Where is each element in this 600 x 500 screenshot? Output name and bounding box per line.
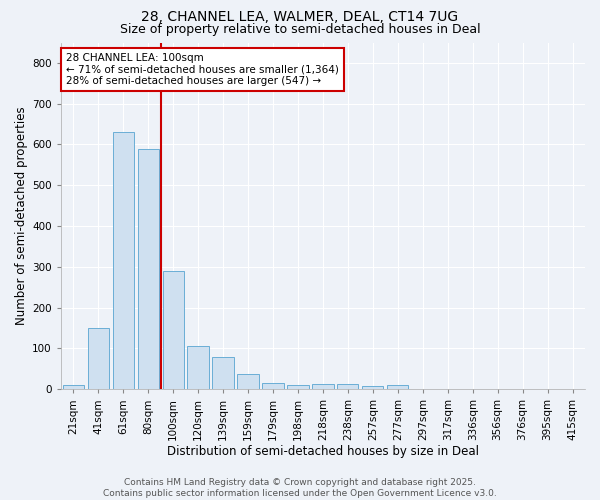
Bar [387,385,409,389]
Bar [362,386,383,389]
Text: Contains HM Land Registry data © Crown copyright and database right 2025.
Contai: Contains HM Land Registry data © Crown c… [103,478,497,498]
Bar [262,383,284,389]
Bar [113,132,134,389]
Text: 28 CHANNEL LEA: 100sqm
← 71% of semi-detached houses are smaller (1,364)
28% of : 28 CHANNEL LEA: 100sqm ← 71% of semi-det… [66,53,339,86]
Bar [187,346,209,389]
Text: 28, CHANNEL LEA, WALMER, DEAL, CT14 7UG: 28, CHANNEL LEA, WALMER, DEAL, CT14 7UG [142,10,458,24]
Y-axis label: Number of semi-detached properties: Number of semi-detached properties [15,106,28,325]
Bar [163,271,184,389]
Bar [337,384,358,389]
Bar [212,356,233,389]
Bar [137,148,159,389]
Bar [313,384,334,389]
Text: Size of property relative to semi-detached houses in Deal: Size of property relative to semi-detach… [119,22,481,36]
X-axis label: Distribution of semi-detached houses by size in Deal: Distribution of semi-detached houses by … [167,444,479,458]
Bar [287,385,308,389]
Bar [238,374,259,389]
Bar [62,385,84,389]
Bar [88,328,109,389]
